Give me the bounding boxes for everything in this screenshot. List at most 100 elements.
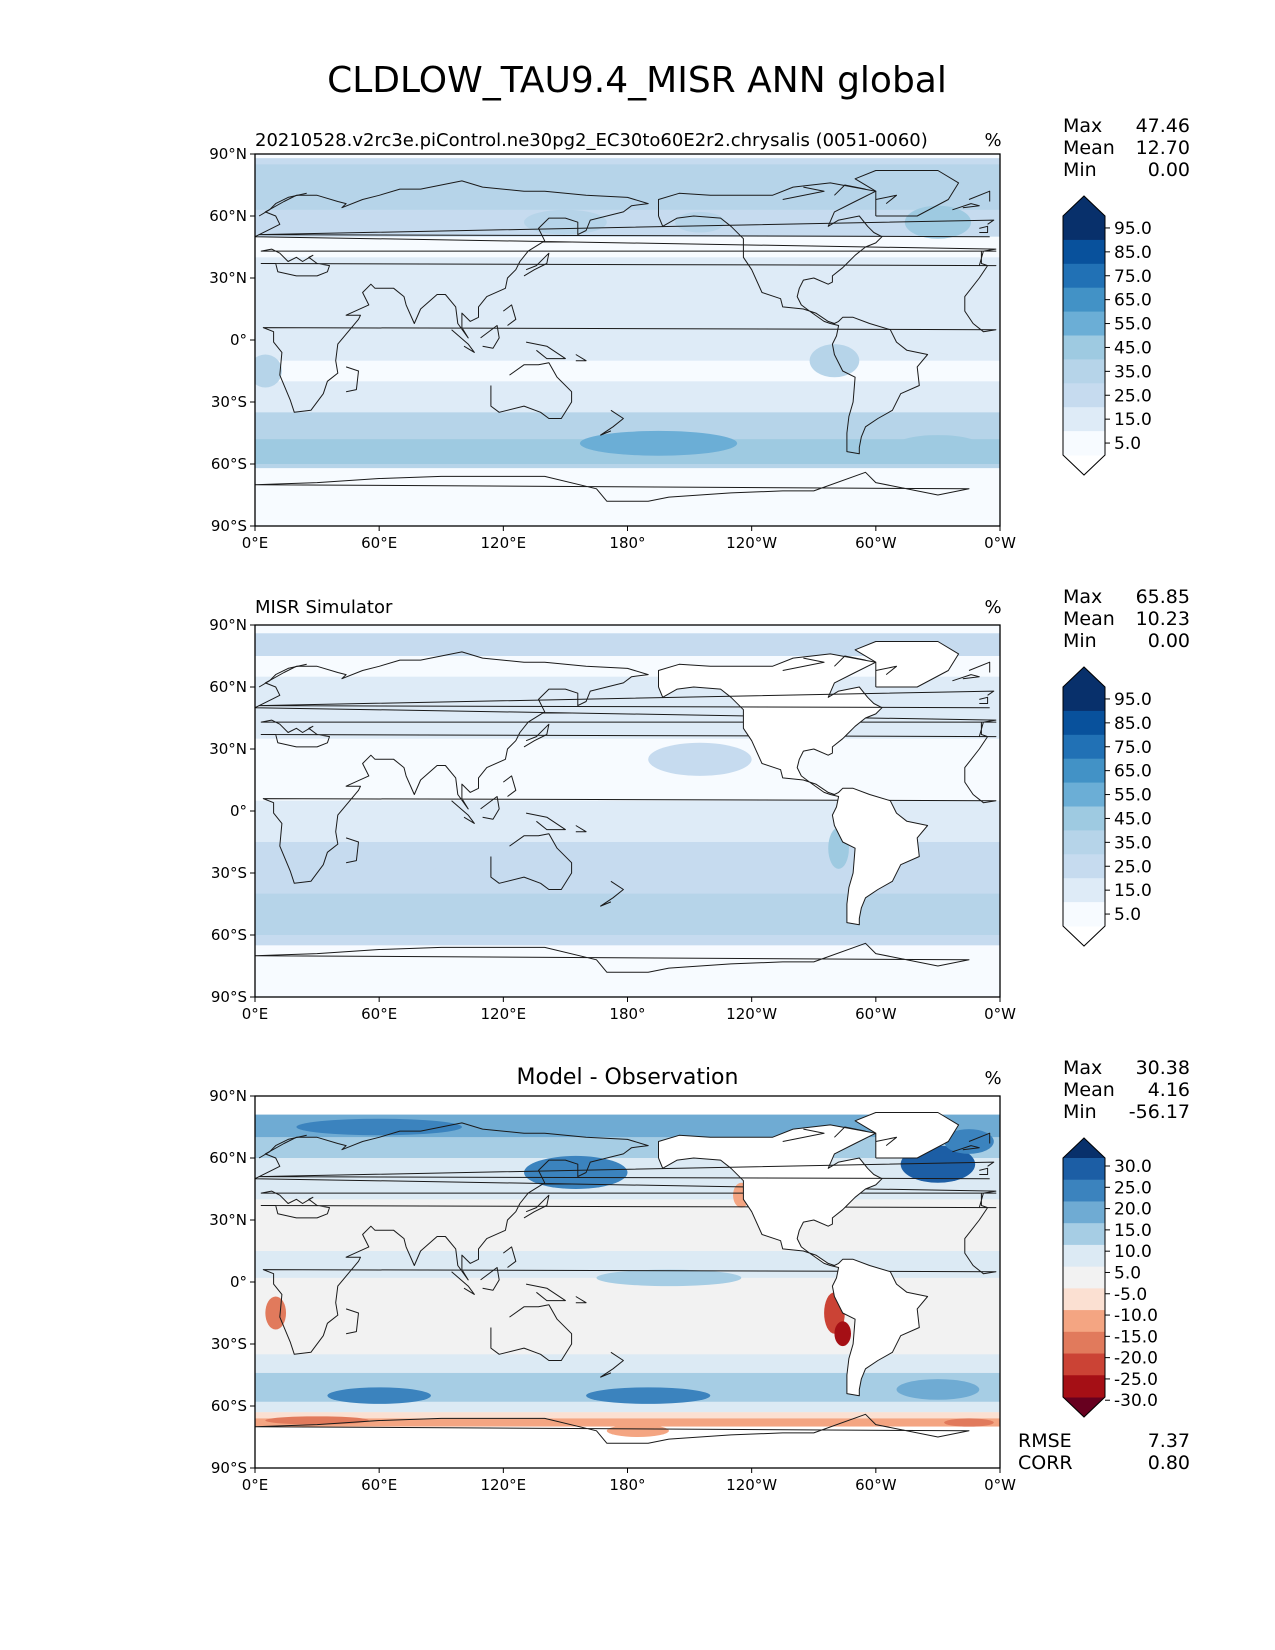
colorbar-segment [1063,758,1105,784]
coastline [258,219,995,238]
panel-title: MISR Simulator [255,597,393,618]
colorbar-segment [1063,1223,1105,1246]
figure-title: CLDLOW_TAU9.4_MISR ANN global [327,60,947,101]
coastline [255,1413,970,1444]
field-anomaly [327,1387,431,1404]
x-tick-label: 0°W [984,534,1016,552]
coastline [526,1283,566,1302]
coastline [523,1194,550,1219]
colorbar-segment [1063,359,1105,384]
colorbar-segment [1063,806,1105,831]
coastline [979,225,989,233]
coastline [875,1136,897,1146]
colorbar-segment [1063,1158,1105,1181]
x-tick-label: 0°E [242,534,269,552]
colorbar-tick-label: 15.0 [1114,1221,1152,1241]
x-tick-label: 180° [609,1005,645,1023]
coastline [526,812,566,831]
y-tick-label: 0° [230,802,247,820]
colorbar-tick-label: 95.0 [1114,219,1152,239]
field-band [255,468,1000,526]
colorbar-extend-min [1063,455,1105,475]
colorbar-tick-label: 65.0 [1114,762,1152,782]
colorbar-segment [1063,1353,1105,1376]
stat-label-min: Min [1063,630,1097,652]
colorbar-extend-max [1063,196,1105,216]
colorbar-segment [1063,239,1105,265]
field-anomaly [809,344,860,378]
coastline [490,362,573,419]
y-tick-label: 30°S [211,393,247,411]
field-anomaly [944,1418,994,1427]
coastline [490,1304,573,1361]
field-band [255,1412,1000,1419]
colorbar-tick-label: 35.0 [1114,362,1152,382]
x-tick-label: 0°W [984,1005,1016,1023]
field-band [255,257,1000,361]
x-tick-label: 60°W [855,1005,897,1023]
panel-title: Model - Observation [517,1065,739,1090]
colorbar-tick-label: 5.0 [1114,434,1141,454]
colorbar-tick-label: 95.0 [1114,690,1152,710]
stat-label-mean: Mean [1063,608,1115,630]
colorbar: 95.0 85.0 75.0 65.0 55.0 45.0 35.0 25.0 15.0 5.0 [1062,666,1152,947]
x-tick-label: 60°W [855,534,897,552]
coastline [258,690,995,709]
colorbar-tick-label: 45.0 [1114,338,1152,358]
coastline [854,1112,960,1159]
field-anomaly [524,209,607,235]
colorbar-extend-max [1063,1138,1105,1158]
coastline [451,800,475,824]
coastline [451,329,475,353]
colorbar-segment [1063,263,1105,289]
field-anomaly [275,846,442,880]
field-anomaly [648,742,752,776]
colorbar-segment [1063,1201,1105,1224]
colorbar-tick-label: 45.0 [1114,809,1152,829]
field-anomaly [296,1118,462,1136]
coastline [345,366,359,393]
coastline [480,796,500,820]
coastline [834,655,866,667]
y-tick-label: 60°N [209,678,247,696]
coastline [490,833,573,890]
panel-title: 20210528.v2rc3e.piControl.ne30pg2_EC30to… [255,130,928,151]
coastline [834,1126,866,1138]
field-anomaly [675,211,725,233]
colorbar-tick-label: 85.0 [1114,243,1152,263]
map-field [255,1096,1000,1468]
stat-value-min: 0.00 [1148,159,1190,181]
colorbar-tick-label: 15.0 [1114,881,1152,901]
y-tick-label: 90°N [209,616,247,634]
colorbar-extend-min [1063,1397,1105,1417]
coastline [658,1124,929,1397]
stat-label-corr: CORR [1018,1452,1073,1474]
panel-diff: 0°E 60°E 120°E 180° 120°W 60°W 0°W 90°N 60°N 30°N… [209,1057,1190,1494]
coastline [782,657,825,671]
map-field [255,154,1000,526]
field-anomaly [904,205,972,239]
field-anomaly [255,354,282,388]
stat-label-min: Min [1063,159,1097,181]
colorbar-segment [1063,687,1105,712]
units-label: % [984,130,1001,151]
colorbar-tick-label: 55.0 [1114,315,1152,335]
coastline [952,1145,980,1153]
colorbar-tick-label: 15.0 [1114,410,1152,430]
colorbar: 30.025.020.015.010.05.0-5.0-10.0-15.0-20… [1062,1137,1158,1418]
y-tick-label: 30°S [211,1335,247,1353]
x-tick-label: 0°W [984,1476,1016,1494]
coastline [952,203,980,211]
coastline [480,1267,500,1291]
y-tick-label: 90°S [211,1459,247,1477]
coastline [503,304,517,326]
coastline [523,252,550,277]
coastline [600,880,624,907]
stat-label-rmse: RMSE [1018,1430,1072,1452]
colorbar-tick-label: 30.0 [1114,1157,1152,1177]
colorbar-tick-label: 75.0 [1114,267,1152,287]
coastline [255,471,970,502]
coastline [258,1161,995,1180]
field-band [255,633,1000,656]
field-anomaly [586,1387,711,1404]
